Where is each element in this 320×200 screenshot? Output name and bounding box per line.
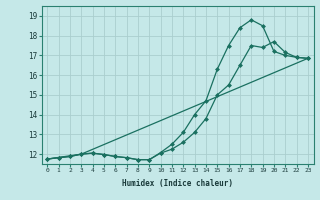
X-axis label: Humidex (Indice chaleur): Humidex (Indice chaleur) — [122, 179, 233, 188]
